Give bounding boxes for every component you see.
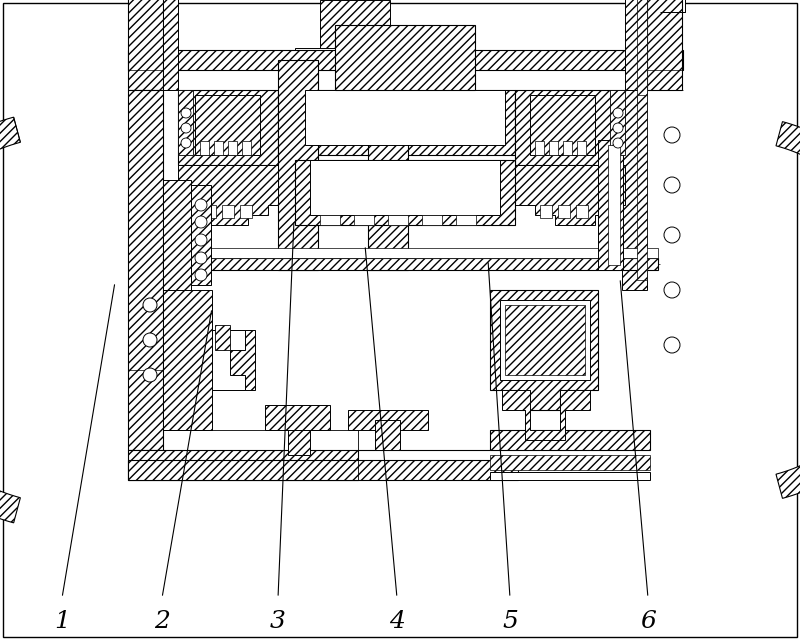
Bar [200,141,209,155]
Polygon shape [222,205,234,218]
Circle shape [664,127,680,143]
Text: 2: 2 [154,611,170,634]
Circle shape [181,123,191,133]
Bar [320,0,390,50]
Polygon shape [178,165,278,225]
Bar [530,95,595,155]
Polygon shape [502,390,590,440]
Bar [354,215,374,225]
Bar [278,60,318,270]
Bar [577,141,586,155]
Polygon shape [128,450,358,480]
Bar [191,185,211,285]
Polygon shape [776,122,800,499]
Bar [647,0,682,90]
Circle shape [195,252,207,264]
Bar [348,410,428,430]
Circle shape [143,298,157,312]
Bar [608,145,620,265]
Polygon shape [540,205,552,218]
Circle shape [664,282,680,298]
Bar [490,472,650,480]
Polygon shape [576,205,588,218]
Circle shape [613,138,623,148]
Text: 1: 1 [54,611,70,634]
Bar [163,0,178,90]
Circle shape [195,234,207,246]
Bar [288,430,310,455]
Bar [228,141,237,155]
Circle shape [195,199,207,211]
Bar [660,0,685,12]
Bar [515,90,625,165]
Bar [598,140,623,270]
Bar [163,248,658,258]
Text: 4: 4 [389,611,405,634]
Circle shape [143,333,157,347]
Polygon shape [558,205,570,218]
Bar [295,160,515,225]
Bar [335,25,475,90]
Bar [265,405,330,430]
Circle shape [664,227,680,243]
Bar [422,215,442,225]
Bar [637,95,647,280]
Circle shape [664,337,680,353]
Bar [305,90,505,145]
Text: 3: 3 [270,611,286,634]
Polygon shape [490,290,598,410]
Bar [375,420,400,450]
Bar [163,258,658,270]
Circle shape [195,216,207,228]
Bar [320,215,340,225]
Bar [490,430,650,450]
Polygon shape [163,290,255,430]
Bar [549,141,558,155]
Bar [128,460,518,480]
Bar [178,90,193,155]
Bar [310,160,500,215]
Bar [163,180,191,290]
Bar [128,0,163,90]
Circle shape [181,108,191,118]
Polygon shape [204,205,216,218]
Bar [563,141,572,155]
Bar [195,95,260,155]
Circle shape [181,138,191,148]
Circle shape [143,368,157,382]
Bar [368,90,408,270]
Circle shape [664,177,680,193]
Bar [295,48,415,58]
Bar [625,0,647,90]
Bar [178,90,278,165]
Bar [128,50,683,70]
Bar [295,90,515,155]
Bar [505,305,585,375]
Bar [637,0,647,105]
Bar [330,0,380,12]
Circle shape [195,269,207,281]
Polygon shape [0,117,20,523]
Polygon shape [212,330,245,390]
Bar [456,215,476,225]
Bar [388,215,408,225]
Text: 6: 6 [640,611,656,634]
Bar [490,455,650,470]
Bar [622,90,647,290]
Polygon shape [515,165,625,225]
Bar [500,300,590,380]
Circle shape [613,108,623,118]
Bar [610,90,625,155]
Bar [214,141,223,155]
Polygon shape [128,90,163,450]
Bar [242,141,251,155]
Polygon shape [240,205,252,218]
Circle shape [613,123,623,133]
Bar [215,325,230,350]
Bar [535,141,544,155]
Text: 5: 5 [502,611,518,634]
